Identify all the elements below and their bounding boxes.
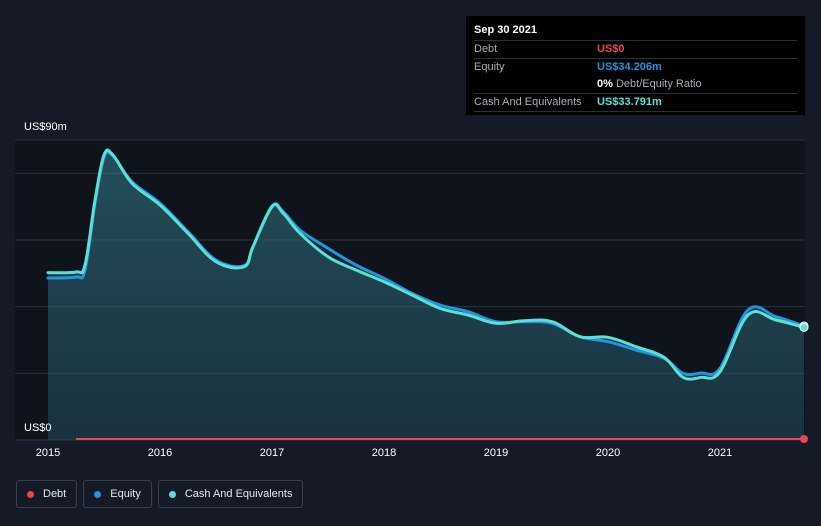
cash-endpoint-marker: [799, 322, 809, 332]
debt-endpoint-marker: [800, 435, 808, 443]
legend-cash-label: Cash And Equivalents: [184, 488, 293, 500]
tooltip-date: Sep 30 2021: [474, 24, 537, 36]
legend-item-debt[interactable]: Debt: [16, 480, 78, 508]
tooltip-row-equity: Equity US$34.206m: [474, 58, 797, 76]
tooltip-ratio-value: 0% Debt/Equity Ratio: [597, 76, 702, 92]
x-tick-label: 2019: [483, 447, 509, 459]
x-tick-label: 2018: [371, 447, 397, 459]
cash-dot-icon: [168, 490, 176, 498]
tooltip-cash-label: Cash And Equivalents: [474, 96, 582, 108]
chart-legend: Debt Equity Cash And Equivalents: [16, 480, 309, 508]
cash-line: [46, 148, 806, 381]
series-markers: [799, 321, 809, 443]
x-tick-label: 2021: [707, 447, 733, 459]
y-axis-max-label: US$90m: [24, 121, 67, 133]
x-tick-label: 2020: [595, 447, 621, 459]
equity-dot-icon: [94, 490, 102, 498]
series-lines: [46, 148, 806, 440]
legend-debt-label: Debt: [43, 488, 67, 500]
legend-item-cash[interactable]: Cash And Equivalents: [157, 480, 304, 508]
debt-dot-icon: [27, 490, 34, 498]
data-tooltip: Sep 30 2021 Debt US$0 Equity US$34.206m …: [466, 16, 805, 115]
tooltip-equity-value: US$34.206m: [597, 61, 662, 73]
tooltip-debt-label: Debt: [474, 43, 498, 55]
legend-item-equity[interactable]: Equity: [83, 480, 152, 508]
tooltip-row-debt: Debt US$0: [474, 40, 797, 58]
legend-equity-label: Equity: [110, 488, 141, 500]
tooltip-cash-value: US$33.791m: [597, 96, 662, 108]
tooltip-row-cash: Cash And Equivalents US$33.791m: [474, 93, 797, 112]
cash-area: [48, 149, 804, 440]
x-tick-label: 2015: [35, 447, 61, 459]
series-areas: [48, 149, 804, 440]
x-tick-label: 2017: [259, 447, 285, 459]
tooltip-equity-label: Equity: [474, 61, 505, 73]
tooltip-debt-value: US$0: [597, 43, 625, 55]
x-tick-label: 2016: [147, 447, 173, 459]
tooltip-ratio-label: Debt/Equity Ratio: [615, 78, 702, 90]
tooltip-row-ratio: 0% Debt/Equity Ratio: [474, 76, 797, 93]
y-axis-min-label: US$0: [24, 422, 52, 434]
tooltip-ratio-number: 0%: [597, 78, 613, 90]
